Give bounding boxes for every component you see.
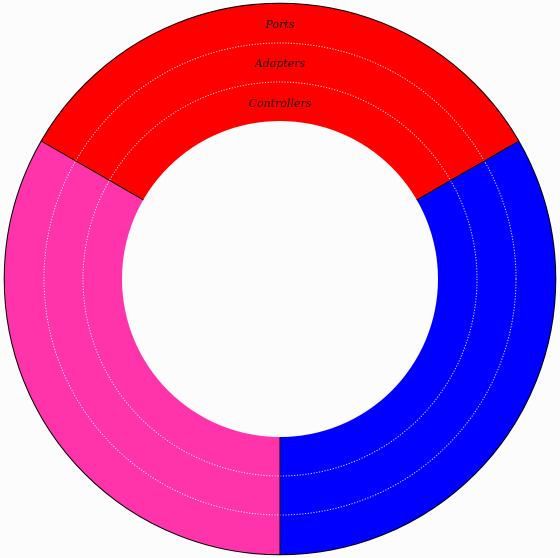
- inner-circle: [122, 121, 438, 437]
- divider-top-left: [40, 140, 144, 201]
- layer-label-adapters: Adapters: [254, 57, 306, 70]
- outer-ring-outline: [3, 2, 557, 556]
- layer-label-controllers: Controllers: [249, 97, 312, 110]
- divider-top-right: [416, 140, 520, 201]
- layer-label-ports: Ports: [265, 18, 295, 31]
- layer-boundary-adapters-controllers: [82, 81, 478, 477]
